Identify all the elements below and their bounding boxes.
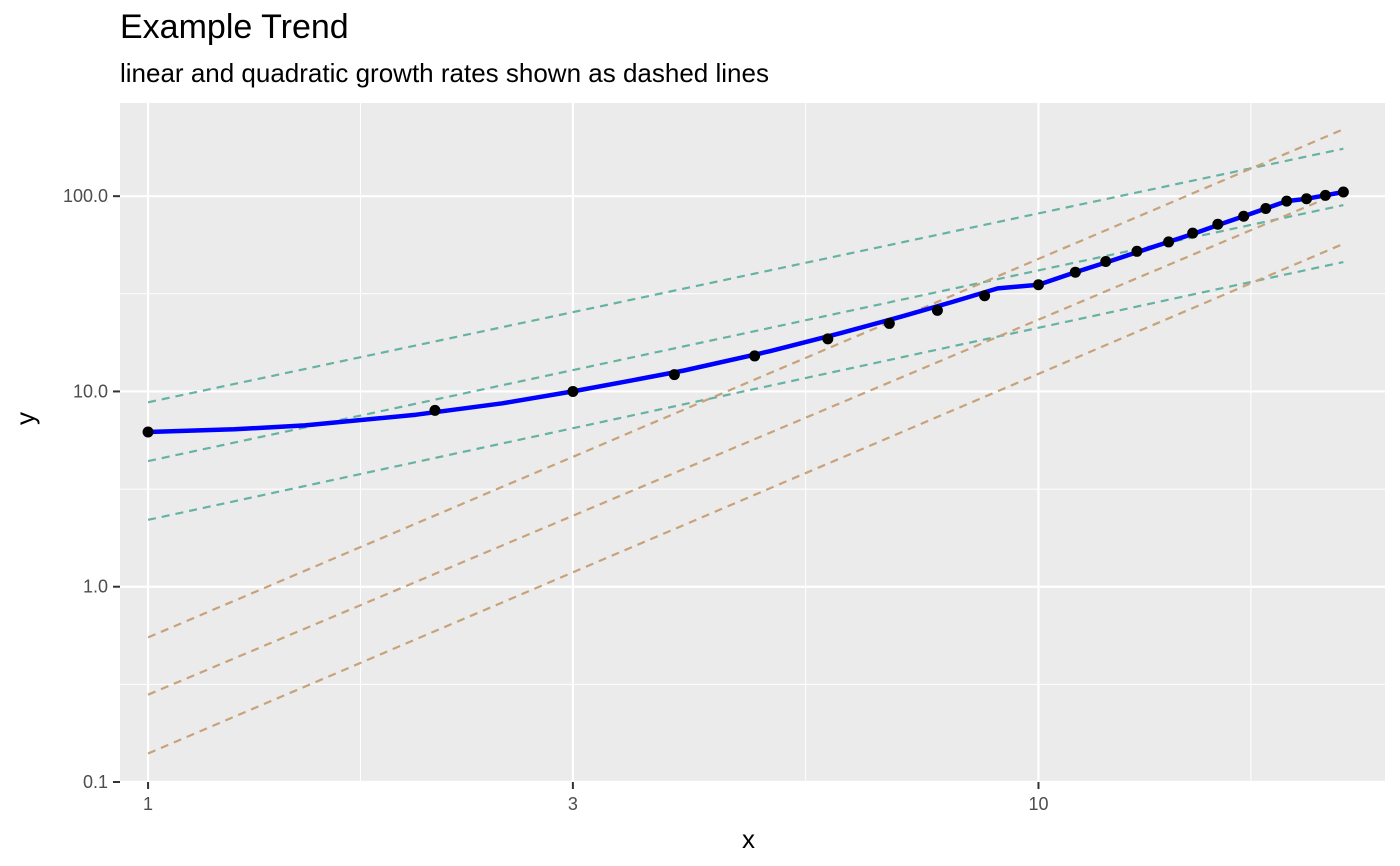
x-tick-label: 1 (143, 794, 153, 814)
data-point (1281, 195, 1293, 207)
data-point (1212, 218, 1224, 230)
data-point (1337, 186, 1349, 198)
grid-layer (120, 103, 1385, 784)
data-point (1187, 227, 1199, 239)
data-point (668, 369, 680, 381)
chart-title: Example Trend (120, 8, 349, 46)
data-point (1319, 189, 1331, 201)
data-point (1301, 193, 1313, 205)
points-layer (142, 186, 1349, 438)
data-point (931, 304, 943, 316)
data-point (883, 317, 895, 329)
data-point (749, 350, 761, 362)
plot-panel (120, 103, 1385, 782)
y-tick-label: 1.0 (83, 577, 108, 597)
linear-growth-line (147, 204, 1344, 463)
data-point (1163, 236, 1175, 248)
x-axis-label: x (742, 824, 755, 854)
data-point (1238, 210, 1250, 222)
data-point (822, 333, 834, 345)
data-point (142, 426, 154, 438)
x-tick-label: 3 (568, 794, 578, 814)
data-point (429, 404, 441, 416)
y-tick-label: 0.1 (83, 772, 108, 792)
data-point (1100, 255, 1112, 267)
data-point (1131, 245, 1143, 257)
quadratic-growth-line (147, 190, 1344, 696)
data-point (567, 385, 579, 397)
reference-lines (147, 128, 1344, 755)
data-point (979, 290, 991, 302)
x-tick-label: 10 (1028, 794, 1048, 814)
data-point (1069, 266, 1081, 278)
linear-growth-line (147, 147, 1344, 404)
data-point (1032, 279, 1044, 291)
y-tick-label: 10.0 (73, 381, 108, 401)
quadratic-growth-line (147, 242, 1344, 755)
axis-layer: 1 3 10 0.1 1.0 10.0 100.0 (63, 186, 1049, 814)
chart-subtitle: linear and quadratic growth rates shown … (120, 58, 769, 88)
y-tick-label: 100.0 (63, 186, 108, 206)
quadratic-growth-line (147, 128, 1344, 639)
data-point (1260, 202, 1272, 214)
linear-growth-line (147, 260, 1344, 521)
